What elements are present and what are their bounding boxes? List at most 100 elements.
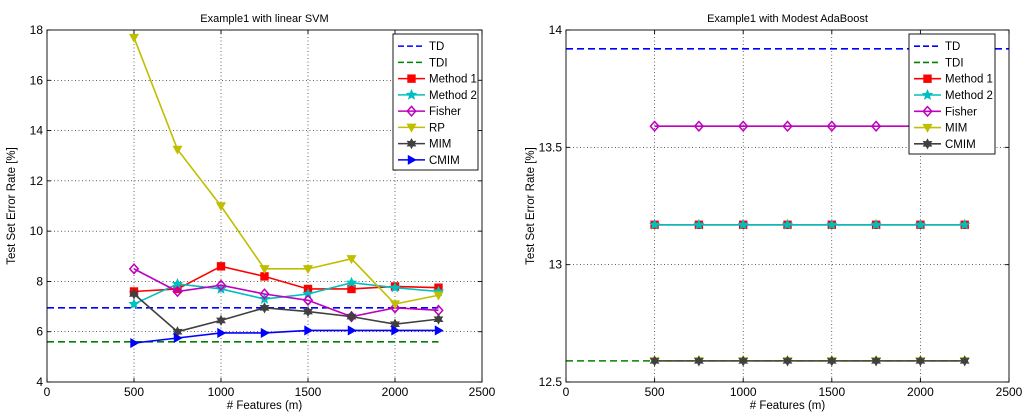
x-axis-label: # Features (m) [227, 400, 303, 412]
data-point [915, 355, 926, 367]
y-tick-label: 10 [30, 224, 44, 238]
data-point [129, 288, 139, 300]
data-point [433, 313, 444, 325]
x-tick-label: 0 [44, 385, 51, 399]
data-point [173, 332, 183, 344]
legend-item: TDI [914, 57, 964, 69]
legend-item: TDI [398, 57, 448, 69]
data-point [782, 120, 793, 133]
legend-label: Method 1 [429, 74, 477, 86]
data-point [693, 120, 705, 133]
legend-item: Method 1 [914, 74, 993, 86]
data-point [648, 218, 661, 230]
series-line [133, 329, 439, 344]
data-point [215, 279, 227, 292]
data-point [738, 355, 749, 367]
data-point [346, 255, 357, 265]
legend-item: MIM [914, 123, 967, 135]
grid [566, 30, 1009, 382]
series-group [47, 33, 445, 349]
data-point [259, 265, 270, 275]
legend-marker [923, 74, 932, 83]
legend-marker [922, 105, 933, 118]
series-line [133, 293, 439, 333]
data-point [128, 263, 140, 275]
y-tick-label: 14 [30, 124, 44, 138]
y-tick-label: 6 [36, 325, 43, 339]
legend-item: TD [914, 41, 960, 53]
legend-label: MIM [429, 139, 451, 151]
legend-marker [405, 88, 418, 100]
axes-box [46, 29, 483, 383]
y-tick-label: 13 [549, 258, 563, 272]
data-point [130, 337, 140, 349]
x-tick-label: 0 [563, 385, 570, 399]
x-tick-label: 1000 [208, 385, 235, 399]
axes-box [565, 29, 1010, 383]
data-point [128, 33, 140, 43]
chart-1: 0 500 1000 1500 2000 2500 4 6 8 10 12 14 16 18 Example… [6, 13, 496, 412]
data-point [826, 120, 838, 133]
legend-label: RP [429, 122, 445, 134]
y-tick-label: 14 [549, 23, 563, 37]
data-point [347, 325, 357, 336]
legend-marker [921, 89, 934, 100]
data-point [259, 288, 270, 300]
legend-item: Method 2 [398, 88, 477, 102]
data-point [914, 218, 927, 230]
legend-box [392, 33, 479, 171]
data-point [826, 218, 838, 230]
legend-item: CMIM [914, 138, 976, 151]
data-point [871, 355, 881, 367]
data-point [259, 302, 270, 314]
legend-marker [407, 74, 416, 83]
legend-label: CMIM [429, 155, 460, 167]
data-point [434, 325, 444, 336]
legend-label: TDI [429, 57, 448, 69]
series-cmim [649, 355, 970, 367]
data-point [216, 314, 226, 327]
legend-item: Method 1 [398, 74, 477, 86]
x-tick-label: 2000 [907, 385, 934, 399]
data-point [389, 302, 401, 314]
x-tick-label: 1500 [295, 385, 322, 399]
data-point [215, 202, 227, 212]
legend-item: Fisher [914, 105, 977, 118]
data-point [215, 282, 227, 294]
data-point [737, 218, 749, 230]
data-point [389, 300, 401, 310]
series-method-2 [648, 218, 971, 230]
x-axis-label: # Features (m) [750, 400, 826, 412]
data-point [737, 120, 749, 133]
series-rp [128, 33, 444, 310]
legend: TD TDI Method 1 Method 2 Fisher RP MIM CMIM [392, 33, 479, 171]
legend-item: RP [398, 122, 445, 134]
legend-label: Fisher [429, 106, 461, 118]
data-point [304, 325, 314, 336]
chart-title: Example1 with Modest AdaBoost [707, 13, 868, 25]
y-tick-label: 18 [30, 23, 44, 37]
x-tick-label: 1500 [818, 385, 845, 399]
data-point [303, 305, 313, 318]
series-fisher [128, 263, 444, 323]
legend-label: Method 1 [945, 74, 993, 86]
chart-title: Example1 with linear SVM [200, 13, 328, 25]
data-point [391, 325, 401, 336]
legend-marker [922, 138, 933, 150]
x-tick-label: 2500 [996, 385, 1023, 399]
data-point [302, 294, 314, 307]
legend-marker [406, 123, 417, 133]
data-point [433, 291, 444, 301]
y-tick-label: 4 [36, 375, 43, 389]
legend-marker [406, 105, 417, 117]
legend-label: MIM [945, 123, 967, 135]
y-axis-label: Test Set Error Rate [%] [6, 147, 18, 265]
y-tick-label: 8 [36, 274, 43, 288]
x-tick-label: 500 [124, 385, 144, 399]
data-point [870, 218, 882, 230]
y-tick-label: 12.5 [539, 375, 563, 389]
series-line [133, 268, 439, 318]
legend: TD TDI Method 1 Method 2 Fisher MIM CMIM [908, 33, 996, 155]
data-point [346, 310, 357, 323]
data-point [172, 285, 183, 298]
